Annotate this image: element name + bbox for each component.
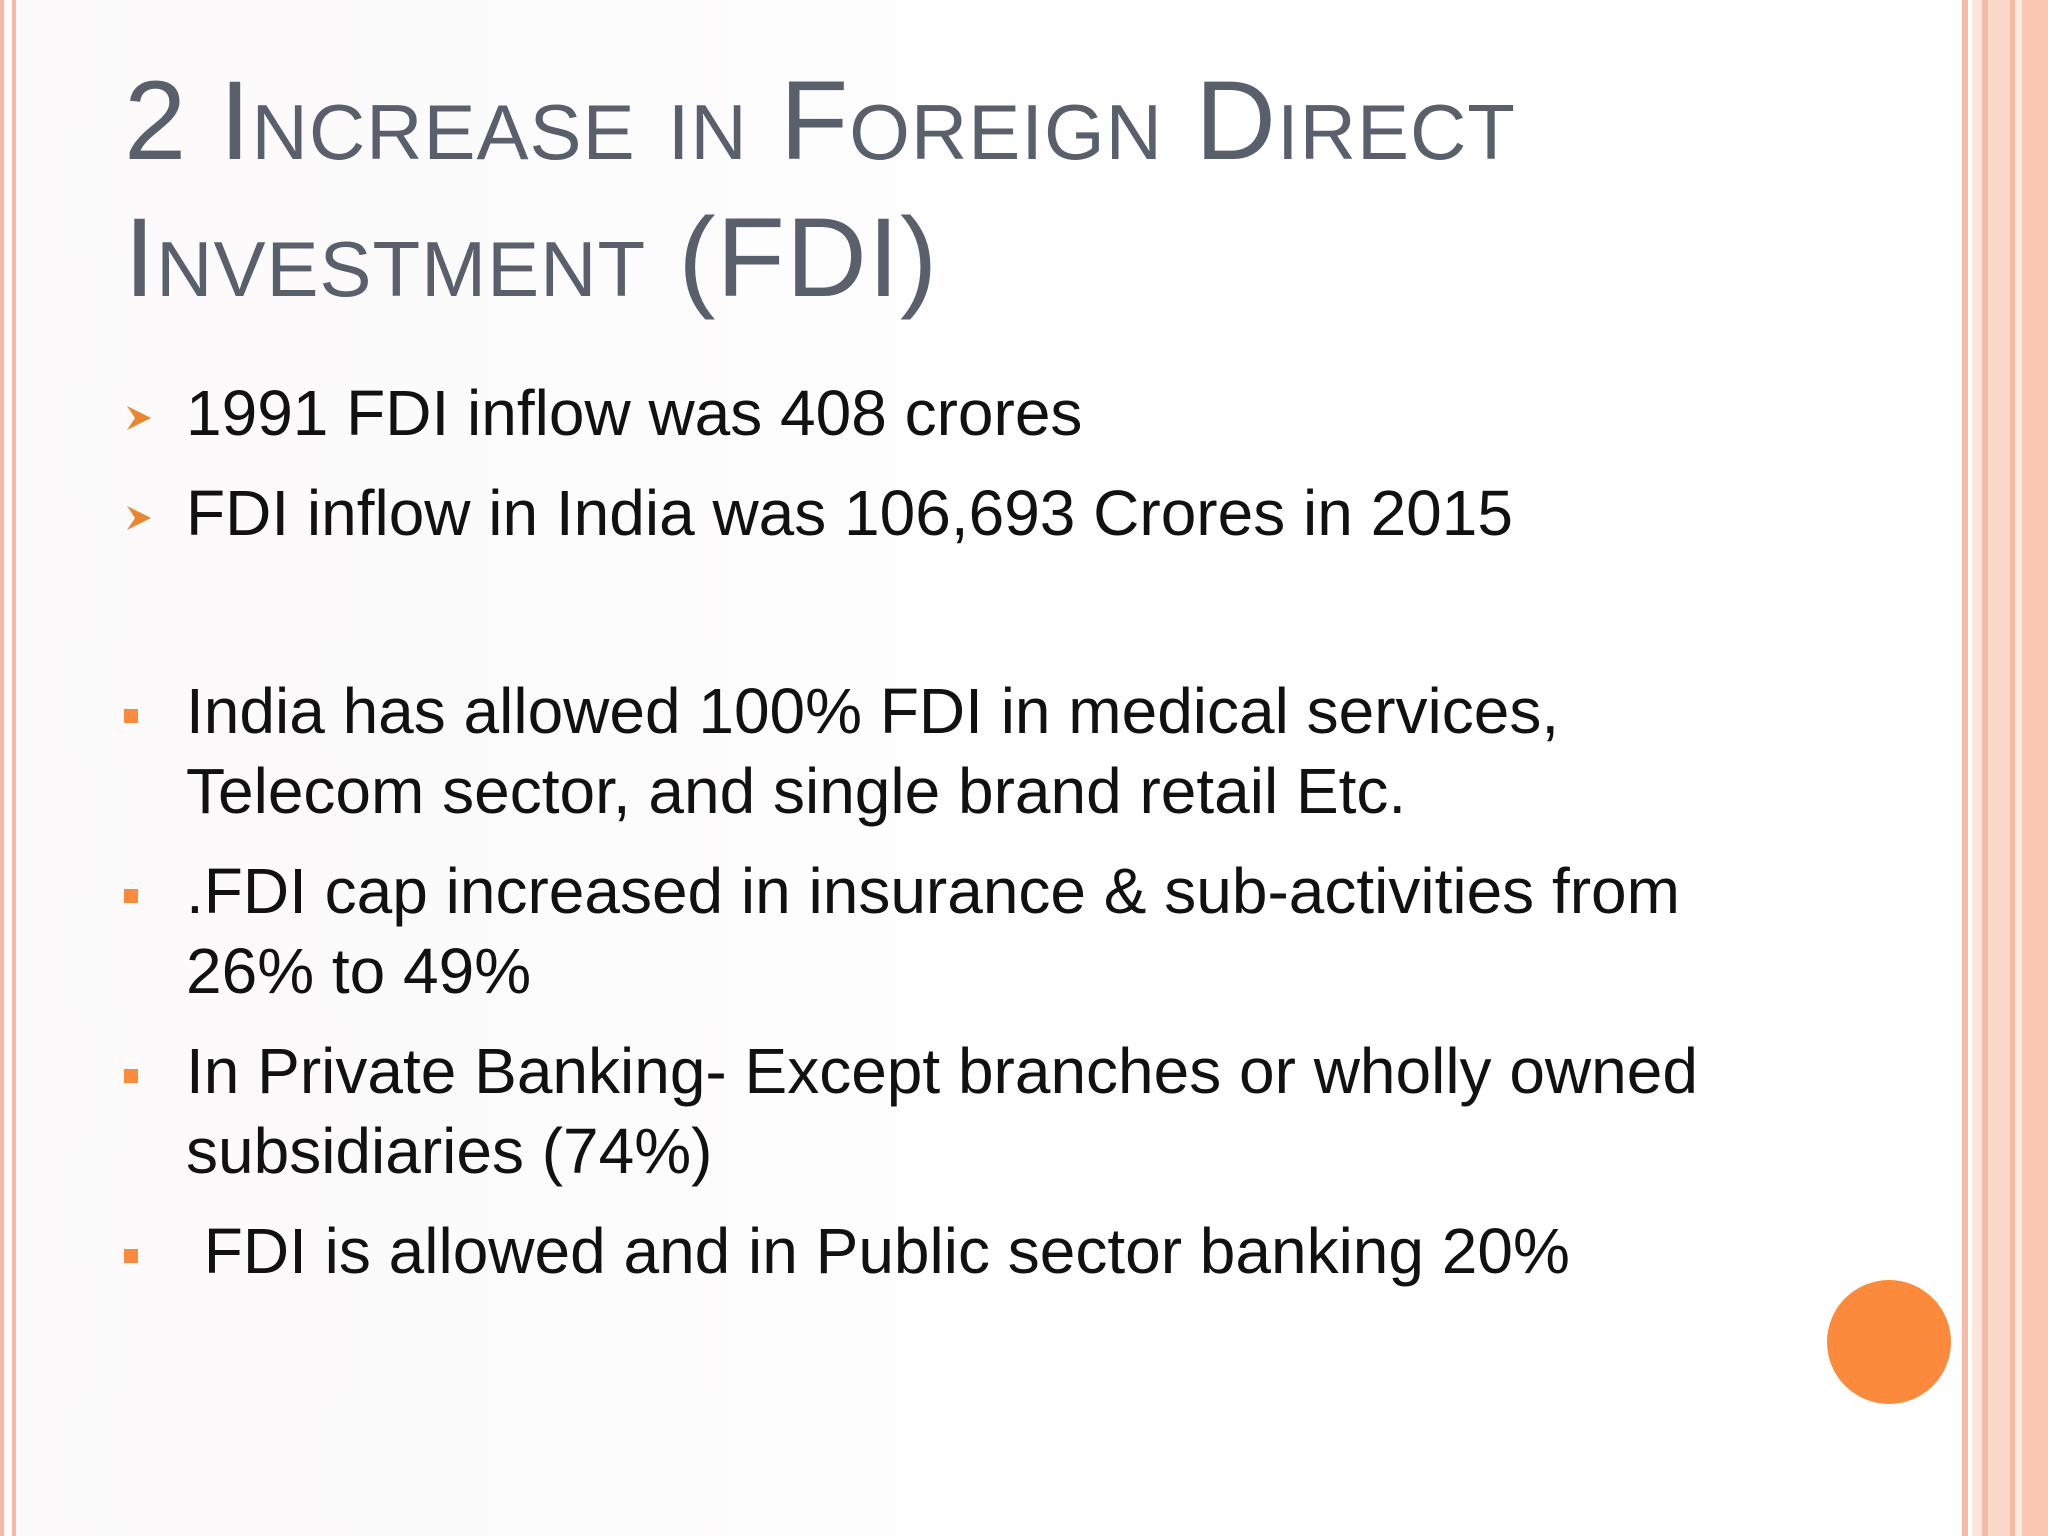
orange-circle-decoration	[1827, 1280, 1951, 1404]
square-bullet-icon	[124, 1249, 138, 1263]
arrow-bullet-icon	[124, 503, 154, 533]
slide-title-line-1: 2 Increase in Foreign Direct	[124, 58, 1516, 183]
bullet-text: FDI inflow in India was 106,693 Crores i…	[186, 477, 1513, 549]
slide-title: 2 Increase in Foreign Direct Investment …	[124, 52, 1724, 326]
arrow-bullet-icon	[124, 403, 154, 433]
square-bullet-icon	[124, 889, 138, 903]
right-border-band	[2022, 0, 2048, 1536]
bullet-text: India has allowed 100% FDI in medical se…	[186, 675, 1560, 827]
right-border-band	[1988, 0, 2010, 1536]
left-border-line	[12, 0, 16, 1536]
right-border-band	[1972, 0, 1982, 1536]
right-border-band	[1982, 0, 1988, 1536]
square-bullet-icon	[124, 709, 138, 723]
right-border-band	[1962, 0, 1968, 1536]
left-border-line	[0, 0, 4, 1536]
bullet-text: FDI is allowed and in Public sector bank…	[186, 1215, 1570, 1287]
square-bullet-icon	[124, 1069, 138, 1083]
bullet-text: .FDI cap increased in insurance & sub-ac…	[186, 855, 1680, 1007]
bullet-text: 1991 FDI inflow was 408 crores	[186, 377, 1083, 449]
right-border-band	[2010, 0, 2015, 1536]
bullet-text: In Private Banking- Except branches or w…	[186, 1035, 1698, 1187]
slide-title-line-2: Investment (FDI)	[124, 195, 939, 320]
right-border-band	[2015, 0, 2022, 1536]
